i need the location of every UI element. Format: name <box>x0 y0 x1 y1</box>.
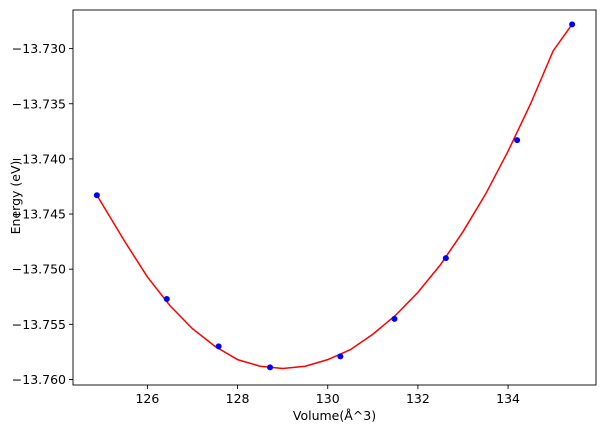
x-axis: 126 128 130 132 134 <box>135 385 520 406</box>
y-tick-label: −13.740 <box>12 151 66 166</box>
data-point <box>569 21 576 28</box>
y-tick-label: −13.735 <box>12 96 66 111</box>
data-point <box>337 353 344 360</box>
y-tick-label: −13.730 <box>12 41 66 56</box>
data-points-layer <box>93 21 576 371</box>
y-axis-label: Energy (eV) <box>8 161 23 235</box>
data-point <box>442 255 449 262</box>
x-tick-label: 126 <box>135 391 159 406</box>
y-tick-label: −13.750 <box>12 262 66 277</box>
y-tick-label: −13.755 <box>12 317 66 332</box>
y-axis: −13.730 −13.735 −13.740 −13.745 −13.750 −13.7… <box>12 41 73 387</box>
data-point <box>391 315 398 322</box>
y-tick-label: −13.745 <box>12 207 66 222</box>
data-point <box>267 364 274 371</box>
data-point <box>215 343 222 350</box>
x-tick-label: 128 <box>226 391 250 406</box>
plot-area <box>73 10 596 385</box>
data-point <box>163 295 170 302</box>
x-tick-label: 132 <box>406 391 430 406</box>
x-axis-label: Volume(Å^3) <box>293 408 376 423</box>
plot-frame <box>72 9 597 386</box>
data-point <box>93 192 100 199</box>
y-tick-label: −13.760 <box>12 372 66 387</box>
x-tick-label: 134 <box>496 391 520 406</box>
data-point <box>514 137 521 144</box>
x-tick-label: 130 <box>316 391 340 406</box>
